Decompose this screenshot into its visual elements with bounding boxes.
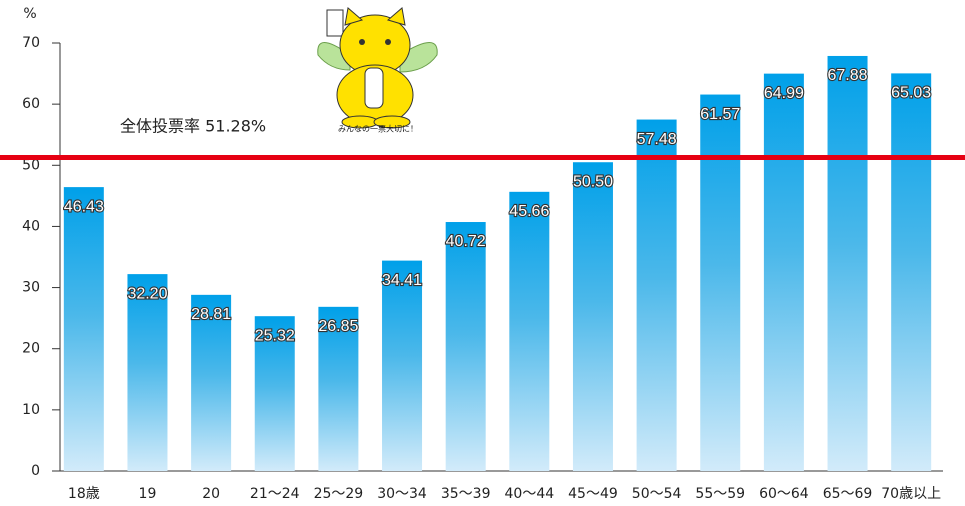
value-label: 32.20 [127,285,167,302]
mascot: みんなの一票大切に！ [317,7,438,134]
value-label: 67.88 [828,67,868,84]
value-label: 50.50 [573,173,613,190]
x-tick-label: 50〜54 [632,486,682,502]
value-label: 26.85 [318,318,358,335]
bar [254,316,295,471]
bar [700,94,741,471]
x-tick-label: 70歳以上 [881,486,941,502]
x-tick-label: 45〜49 [568,486,618,502]
value-label: 61.57 [700,106,740,123]
bar [445,222,486,471]
x-tick-label: 20 [202,486,220,502]
x-tick-label: 60〜64 [759,486,809,502]
x-tick-label: 55〜59 [695,486,745,502]
y-tick-label: 50 [22,157,40,173]
x-tick-label: 65〜69 [823,486,873,502]
y-tick-label: 10 [22,402,40,418]
value-label: 34.41 [382,272,422,289]
value-label: 28.81 [191,306,231,323]
x-tick-label: 18歳 [68,486,100,502]
value-label: 65.03 [891,85,931,102]
value-label: 57.48 [637,131,677,148]
bar [827,55,868,472]
mascot-caption: みんなの一票大切に！ [338,124,418,134]
x-tick-label: 35〜39 [441,486,491,502]
bar [318,306,359,471]
y-tick-label: 30 [22,280,40,296]
y-tick-label: 0 [31,463,40,479]
bar [127,274,168,471]
bar [572,162,613,471]
bar [191,294,232,471]
x-tick-label: 21〜24 [250,486,300,502]
bar [63,187,104,471]
x-tick-label: 19 [139,486,157,502]
value-label: 25.32 [255,327,295,344]
y-tick-label: 70 [22,35,40,51]
x-tick-label: 30〜34 [377,486,427,502]
x-tick-label: 25〜29 [314,486,364,502]
reference-label: 全体投票率 51.28% [120,117,266,136]
value-label: 46.43 [64,198,104,215]
bar [763,73,804,471]
y-tick-label: 20 [22,341,40,357]
y-unit: % [23,6,36,22]
y-tick-label: 40 [22,218,40,234]
x-tick-label: 40〜44 [505,486,555,502]
bar [382,260,423,471]
value-label: 64.99 [764,85,804,102]
y-tick-label: 60 [22,96,40,112]
bar [891,73,932,471]
value-label: 40.72 [446,233,486,250]
bar [636,119,677,472]
bar [509,191,550,471]
value-label: 45.66 [509,203,549,220]
